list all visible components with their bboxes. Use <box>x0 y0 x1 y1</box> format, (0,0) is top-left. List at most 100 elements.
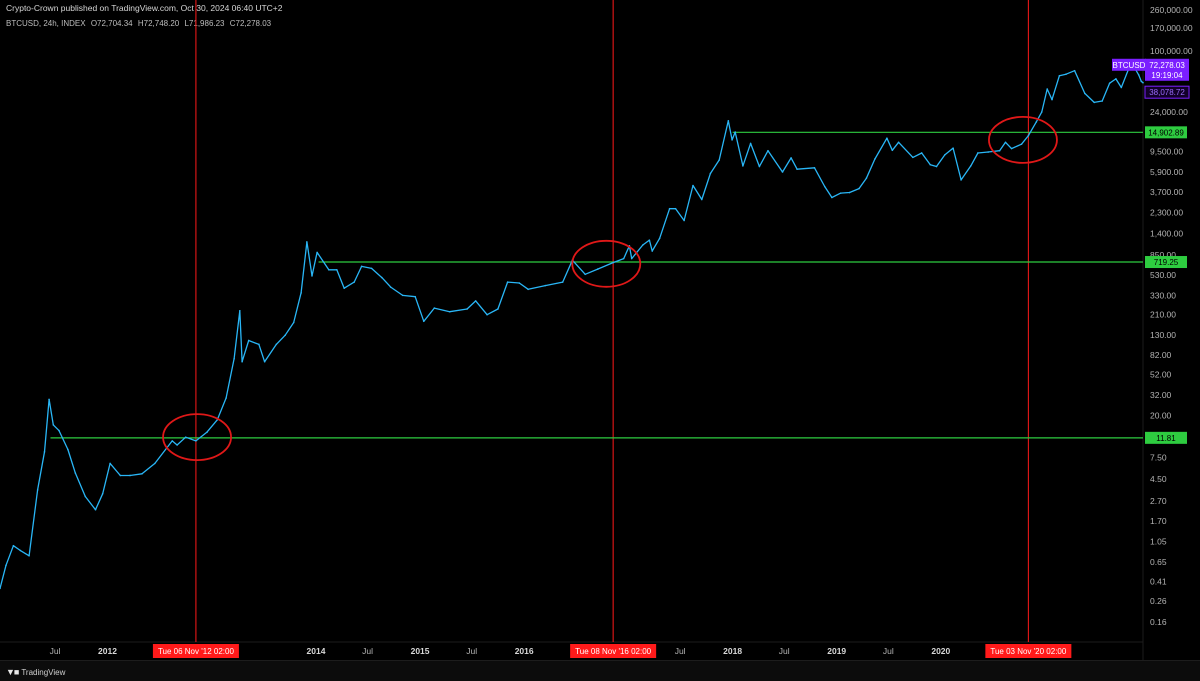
price-point <box>36 489 39 491</box>
secondary-price-value: 38,078.72 <box>1149 88 1185 97</box>
price-point <box>154 462 156 465</box>
price-point <box>865 177 868 180</box>
countdown-value: 19:19:04 <box>1151 71 1183 80</box>
y-tick-label: 1,400.00 <box>1150 229 1183 239</box>
price-point <box>731 139 733 141</box>
price-point <box>448 310 451 313</box>
price-point <box>584 273 586 276</box>
price-point <box>960 179 962 181</box>
y-tick-label: 24,000.00 <box>1150 107 1188 117</box>
price-point <box>101 492 104 495</box>
price-point <box>119 474 122 477</box>
price-point <box>275 343 278 346</box>
price-point <box>1040 111 1043 113</box>
price-point <box>1093 101 1096 104</box>
price-point <box>969 165 972 167</box>
price-point <box>630 257 633 260</box>
price-point <box>1035 121 1038 123</box>
price-point <box>658 237 661 240</box>
high-value: H72,748.20 <box>137 19 180 28</box>
price-point <box>74 472 77 474</box>
open-value: O72,704.34 <box>90 19 133 28</box>
price-point <box>381 276 383 279</box>
price-point <box>48 398 50 401</box>
price-point <box>184 436 187 438</box>
horizontal-level-badge <box>1145 256 1187 269</box>
price-point <box>891 149 894 152</box>
x-tick-label: Jul <box>779 646 790 656</box>
price-point <box>648 239 651 241</box>
y-tick-label: 1.70 <box>1150 516 1167 526</box>
price-point <box>141 472 143 475</box>
price-point <box>651 250 654 252</box>
price-point <box>1115 78 1117 80</box>
price-point <box>328 268 330 271</box>
close-value: C72,278.03 <box>229 19 272 28</box>
publisher-line: Crypto-Crown published on TradingView.co… <box>6 3 283 13</box>
price-point <box>813 167 816 169</box>
y-tick-label: 20.00 <box>1150 410 1172 420</box>
price-point <box>944 154 946 156</box>
price-point <box>935 165 938 168</box>
price-point <box>718 159 721 161</box>
price-point <box>1137 74 1140 76</box>
price-point <box>561 281 564 283</box>
x-tick-label: 2014 <box>307 646 326 656</box>
vertical-marker-date-label: Tue 03 Nov '20 02:00 <box>990 647 1067 656</box>
annotation-circles <box>162 115 1058 462</box>
y-tick-label: 4.50 <box>1150 474 1167 484</box>
x-tick-label: Jul <box>362 646 373 656</box>
y-tick-label: 5,900.00 <box>1150 167 1183 177</box>
x-tick-label: Jul <box>675 646 686 656</box>
price-point <box>506 281 509 283</box>
price-point <box>389 286 392 288</box>
y-tick-label: 0.41 <box>1150 577 1167 587</box>
price-point <box>823 185 826 188</box>
vertical-marker-date-box <box>985 644 1072 658</box>
y-tick-label: 330.00 <box>1150 290 1176 300</box>
y-tick-label: 0.65 <box>1150 557 1167 567</box>
price-point <box>311 275 313 277</box>
price-point <box>701 198 703 201</box>
horizontal-level-value: 719.25 <box>1154 258 1179 267</box>
price-point <box>360 265 363 268</box>
y-tick-label: 130.00 <box>1150 330 1176 340</box>
price-point <box>641 244 644 246</box>
price-point <box>912 156 914 159</box>
price-point <box>612 261 614 264</box>
horizontal-level-badge <box>1145 431 1187 444</box>
x-tick-label: 2012 <box>98 646 117 656</box>
secondary-price-badge <box>1144 85 1190 99</box>
price-point <box>109 462 111 465</box>
price-point <box>1046 88 1048 90</box>
price-chart[interactable]: 260,000.00 170,000.00 100,000.00 24,000.00 9… <box>0 0 1200 660</box>
y-tick-label: 32.00 <box>1150 390 1172 400</box>
y-tick-label: 7.50 <box>1150 452 1167 462</box>
x-tick-label: 2019 <box>827 646 846 656</box>
price-point <box>848 191 851 194</box>
price-point <box>12 544 15 547</box>
price-point <box>129 474 131 477</box>
price-point <box>353 281 355 283</box>
price-point <box>497 308 499 310</box>
ohlc-legend: BTCUSD, 24h, INDEX O72,704.34 H72,748.20… <box>6 19 274 28</box>
price-point <box>596 268 599 270</box>
price-point <box>709 172 712 175</box>
price-point <box>1027 134 1030 137</box>
price-point <box>284 334 286 337</box>
price-point <box>335 268 338 271</box>
price-point <box>790 157 792 159</box>
price-point <box>28 554 30 557</box>
price-point <box>52 424 55 426</box>
price-point <box>1004 141 1007 144</box>
annotation-circle <box>571 239 642 288</box>
price-point <box>781 171 784 173</box>
price-point <box>247 339 250 342</box>
price-axis[interactable]: 260,000.00 170,000.00 100,000.00 24,000.00 9… <box>1150 5 1193 627</box>
price-point <box>433 307 436 309</box>
y-tick-label: 2,300.00 <box>1150 207 1183 217</box>
vertical-marker-date-box <box>570 644 657 658</box>
annotation-circle <box>162 413 232 462</box>
horizontal-level-value: 14,902.89 <box>1148 128 1184 137</box>
price-point <box>1020 143 1023 145</box>
